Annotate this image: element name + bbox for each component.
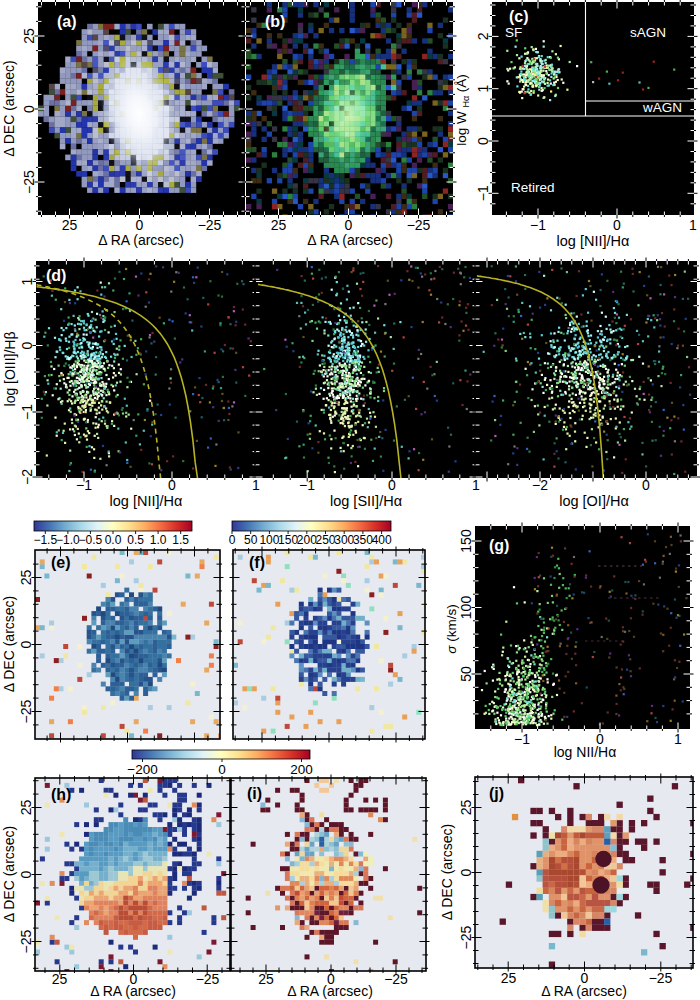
svg-text:0: 0 (388, 477, 396, 493)
svg-text:log [NII]/Hα: log [NII]/Hα (557, 233, 630, 249)
svg-text:1.0: 1.0 (150, 533, 167, 547)
svg-text:250: 250 (316, 533, 336, 547)
svg-text:log [SII]/Hα: log [SII]/Hα (330, 493, 402, 509)
svg-text:0: 0 (458, 868, 474, 876)
svg-text:log [OI]/Hα: log [OI]/Hα (559, 493, 629, 509)
svg-text:25: 25 (271, 217, 287, 233)
svg-text:−25: −25 (649, 970, 673, 986)
svg-text:(i): (i) (247, 785, 262, 802)
svg-text:log [NII]/Hα: log [NII]/Hα (110, 493, 183, 509)
svg-text:−1: −1 (530, 217, 546, 233)
svg-text:Δ DEC (arcsec): Δ DEC (arcsec) (439, 824, 455, 920)
svg-text:−1: −1 (76, 477, 92, 493)
svg-text:150: 150 (278, 533, 298, 547)
svg-text:log [OIII]/Hβ: log [OIII]/Hβ (2, 332, 18, 407)
svg-text:0: 0 (18, 640, 34, 648)
svg-text:0.5: 0.5 (127, 533, 144, 547)
svg-text:0.0: 0.0 (105, 533, 122, 547)
svg-text:Δ DEC (arcsec): Δ DEC (arcsec) (1, 596, 17, 692)
svg-text:−200: −200 (127, 762, 157, 777)
svg-text:(b): (b) (265, 13, 285, 30)
svg-text:−0.5: −0.5 (79, 533, 103, 547)
svg-text:0: 0 (229, 533, 236, 547)
svg-text:350: 350 (353, 533, 373, 547)
svg-text:−25: −25 (407, 217, 431, 233)
svg-text:0: 0 (136, 217, 144, 233)
svg-text:sAGN: sAGN (630, 25, 666, 40)
svg-text:(a): (a) (57, 13, 77, 30)
svg-text:150: 150 (458, 529, 474, 553)
svg-text:50: 50 (244, 533, 258, 547)
svg-text:Δ DEC (arcsec): Δ DEC (arcsec) (1, 826, 17, 922)
svg-text:−25: −25 (18, 699, 34, 723)
svg-text:0: 0 (327, 971, 335, 987)
svg-text:25: 25 (18, 570, 34, 586)
svg-text:(h): (h) (51, 786, 71, 803)
svg-text:Δ RA (arcsec): Δ RA (arcsec) (307, 232, 393, 248)
svg-text:−1.5: −1.5 (33, 533, 57, 547)
svg-text:wAGN: wAGN (642, 100, 682, 115)
svg-text:200: 200 (290, 762, 313, 777)
svg-text:−25: −25 (18, 929, 34, 953)
svg-text:−2: −2 (532, 477, 548, 493)
svg-text:log NII/Hα: log NII/Hα (554, 744, 617, 760)
svg-text:1: 1 (252, 477, 260, 493)
svg-text:2: 2 (475, 32, 491, 40)
svg-text:0: 0 (345, 217, 353, 233)
svg-text:0: 0 (168, 477, 176, 493)
svg-text:25: 25 (458, 800, 474, 816)
svg-text:−1: −1 (299, 477, 315, 493)
svg-text:25: 25 (62, 217, 78, 233)
svg-text:0: 0 (596, 731, 604, 747)
svg-text:−25: −25 (198, 217, 222, 233)
svg-text:25: 25 (52, 971, 68, 987)
svg-text:0: 0 (581, 970, 589, 986)
svg-text:0: 0 (130, 971, 138, 987)
svg-text:0: 0 (475, 137, 491, 145)
svg-text:(c): (c) (509, 8, 529, 25)
svg-text:100: 100 (458, 596, 474, 620)
svg-text:−1: −1 (19, 404, 35, 420)
svg-text:25: 25 (501, 970, 517, 986)
svg-text:0: 0 (642, 477, 650, 493)
svg-text:(e): (e) (51, 554, 71, 571)
svg-text:(f): (f) (249, 554, 265, 571)
svg-text:−1: −1 (514, 731, 530, 747)
svg-text:−25: −25 (21, 170, 37, 194)
svg-text:(j): (j) (489, 785, 504, 802)
svg-text:1.5: 1.5 (172, 533, 189, 547)
svg-text:1: 1 (689, 217, 697, 233)
svg-text:0: 0 (18, 870, 34, 878)
svg-text:−25: −25 (196, 971, 220, 987)
svg-text:200: 200 (297, 533, 317, 547)
svg-text:50: 50 (458, 666, 474, 682)
svg-text:−1.0: −1.0 (56, 533, 80, 547)
svg-text:25: 25 (21, 28, 37, 44)
svg-text:1: 1 (674, 731, 682, 747)
svg-text:−1: −1 (475, 185, 491, 201)
svg-text:(g): (g) (489, 537, 509, 554)
svg-text:1: 1 (19, 277, 35, 285)
svg-text:100: 100 (259, 533, 279, 547)
svg-text:Δ DEC (arcsec): Δ DEC (arcsec) (1, 60, 17, 156)
svg-text:0: 0 (19, 341, 35, 349)
svg-text:400: 400 (372, 533, 392, 547)
svg-text:25: 25 (18, 800, 34, 816)
svg-text:Retired: Retired (511, 180, 555, 195)
svg-text:0: 0 (21, 105, 37, 113)
svg-text:0: 0 (613, 217, 621, 233)
svg-text:25: 25 (258, 971, 274, 987)
svg-text:(d): (d) (46, 267, 66, 284)
svg-text:0: 0 (218, 762, 226, 777)
svg-text:1: 1 (472, 477, 480, 493)
svg-text:σ (km/s): σ (km/s) (444, 604, 459, 653)
svg-text:−25: −25 (458, 925, 474, 949)
svg-text:300: 300 (334, 533, 354, 547)
svg-text:1: 1 (475, 85, 491, 93)
svg-text:log W Hα (Å): log W Hα (Å) (454, 74, 471, 146)
svg-text:SF: SF (505, 25, 522, 40)
svg-text:−2: −2 (19, 469, 35, 485)
svg-text:−25: −25 (384, 971, 408, 987)
svg-text:Δ RA (arcsec): Δ RA (arcsec) (98, 232, 184, 248)
